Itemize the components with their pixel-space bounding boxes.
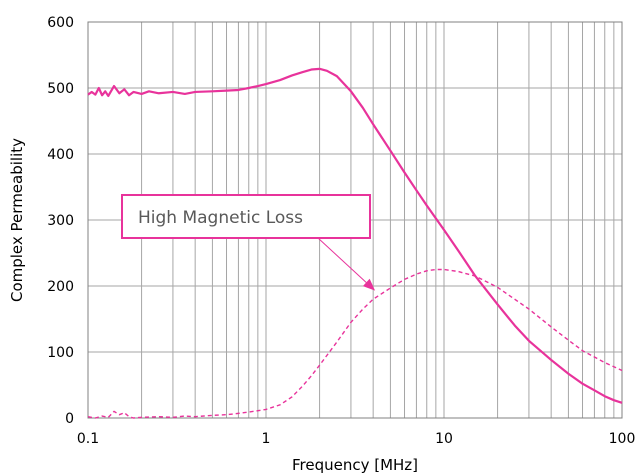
- series-line-dashed: [87, 268, 623, 419]
- y-tick-label: 300: [47, 213, 74, 229]
- y-tick-label: 400: [47, 147, 74, 163]
- y-tick-label: 0: [65, 411, 74, 427]
- x-tick-label: 0.1: [77, 431, 99, 447]
- series-layer: [87, 67, 623, 419]
- y-tick-label: 600: [47, 15, 74, 31]
- annotation-arrowhead: [362, 278, 376, 291]
- x-axis-title: Frequency [MHz]: [292, 456, 418, 474]
- x-tick-label: 1: [262, 431, 271, 447]
- grid: [88, 22, 622, 418]
- series-line-solid: [87, 67, 623, 404]
- tick-labels: 0.1 1 10 100 0 100 200 300 400 500 600: [47, 15, 635, 447]
- y-tick-label: 500: [47, 81, 74, 97]
- x-tick-label: 10: [435, 431, 453, 447]
- y-axis-title: Complex Permeability: [8, 138, 26, 302]
- plot-area-frame: [87, 21, 623, 419]
- annotation-box: [121, 194, 371, 239]
- y-tick-label: 200: [47, 279, 74, 295]
- x-tick-label: 100: [609, 431, 635, 447]
- annotation-label: High Magnetic Loss: [138, 208, 303, 228]
- annotation-arrow-line: [317, 237, 367, 283]
- annotation: High Magnetic Loss: [121, 194, 376, 291]
- y-tick-label: 100: [47, 345, 74, 361]
